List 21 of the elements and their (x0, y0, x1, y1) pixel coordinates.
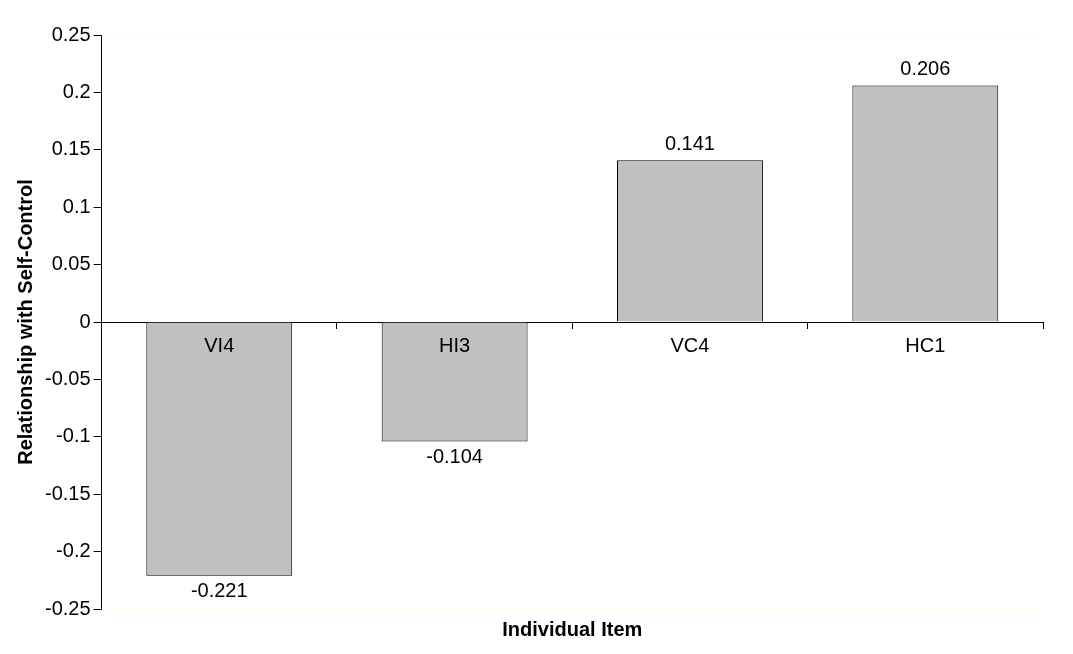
data-label: 0.141 (664, 131, 715, 154)
y-tick-label: -0.25 (44, 596, 91, 619)
y-tick-label: 0.25 (51, 22, 91, 45)
x-tick-label: HI3 (439, 333, 471, 356)
y-tick-label: -0.1 (56, 424, 91, 447)
y-tick-label: -0.05 (44, 366, 91, 389)
data-label: -0.104 (426, 444, 483, 467)
data-label: -0.221 (190, 579, 248, 602)
x-tick-label: VC4 (670, 333, 710, 356)
x-tick-label: HC1 (905, 333, 946, 356)
x-tick-label: VI4 (204, 333, 235, 356)
y-tick-label: -0.2 (56, 539, 91, 562)
x-axis-title: Individual Item (502, 617, 643, 640)
y-tick-label: -0.15 (44, 481, 91, 504)
y-tick-label: 0.1 (62, 194, 91, 217)
y-tick-label: 0.15 (51, 137, 91, 160)
y-tick-label: 0 (79, 309, 91, 332)
y-tick-label: 0.05 (51, 252, 91, 275)
y-tick-label: 0.2 (62, 79, 91, 102)
y-axis-title: Relationship with Self-Control (13, 179, 36, 465)
data-label: 0.206 (900, 57, 951, 80)
